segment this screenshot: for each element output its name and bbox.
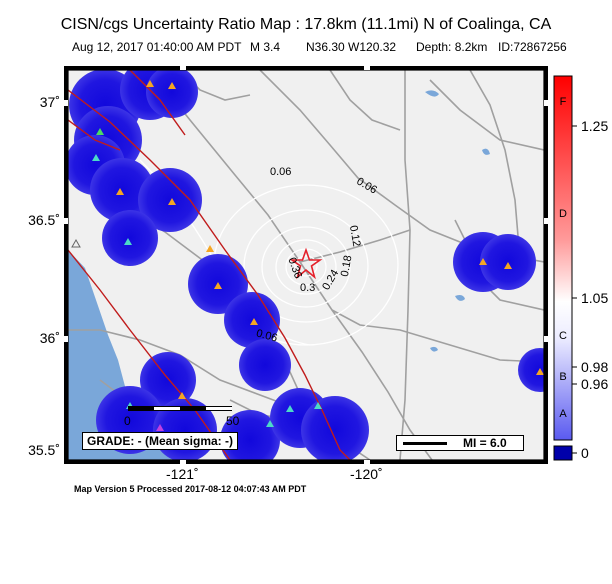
event-magnitude: M 3.4	[250, 40, 281, 54]
lake	[430, 346, 438, 352]
faults	[68, 70, 351, 460]
distance-scale	[128, 406, 232, 411]
colorbar-letter: C	[559, 330, 567, 342]
mi-legend-label: MI = 6.0	[463, 436, 507, 450]
event-date: Aug 12, 2017 01:40:00 AM PDT	[72, 40, 242, 54]
colorbar-ticks	[572, 125, 577, 454]
colorbar-zero	[553, 445, 573, 461]
colorbar-value: 0	[581, 445, 589, 461]
colorbar-value: 0.98	[581, 359, 609, 375]
scale-end-label: 50	[226, 414, 240, 428]
mi-legend: MI = 6.0	[396, 435, 524, 451]
colorbar-letter: D	[559, 208, 567, 220]
event-location: N36.30 W120.32	[306, 40, 397, 54]
lake	[482, 148, 490, 155]
map-title: CISN/cgs Uncertainty Ratio Map : 17.8km …	[60, 16, 552, 33]
lat-tick: 36˚	[39, 330, 60, 346]
ocean	[68, 250, 175, 460]
colorbar-letter: A	[559, 408, 567, 420]
mi-legend-bar	[403, 442, 447, 445]
map-area	[68, 70, 544, 460]
colorbar	[553, 75, 573, 441]
contour-label: 0.3	[300, 282, 316, 294]
lon-tick: -121˚	[166, 466, 199, 482]
colorbar-value: 1.05	[581, 290, 609, 306]
event-id: ID:72867256	[498, 40, 567, 54]
lat-tick: 37˚	[39, 94, 60, 110]
contour-label: 0.06	[270, 166, 292, 178]
event-depth: Depth: 8.2km	[416, 40, 488, 54]
grade-box: GRADE: - (Mean sigma: -)	[82, 432, 239, 450]
map-version-footer: Map Version 5 Processed 2017-08-12 04:07…	[74, 484, 307, 494]
colorbar-value: 0.96	[581, 376, 609, 392]
lon-tick: -120˚	[350, 466, 383, 482]
colorbar-value: 1.25	[581, 118, 609, 134]
frame-ticks	[64, 66, 548, 464]
lake	[425, 90, 439, 97]
colorbar-letter: B	[559, 371, 567, 383]
lake	[455, 295, 465, 301]
lat-tick: 35.5˚	[28, 442, 60, 458]
scale-zero-label: 0	[124, 414, 131, 428]
epicenter-star-icon	[289, 247, 323, 280]
lat-tick: 36.5˚	[28, 212, 60, 228]
colorbar-letter: F	[559, 96, 567, 108]
